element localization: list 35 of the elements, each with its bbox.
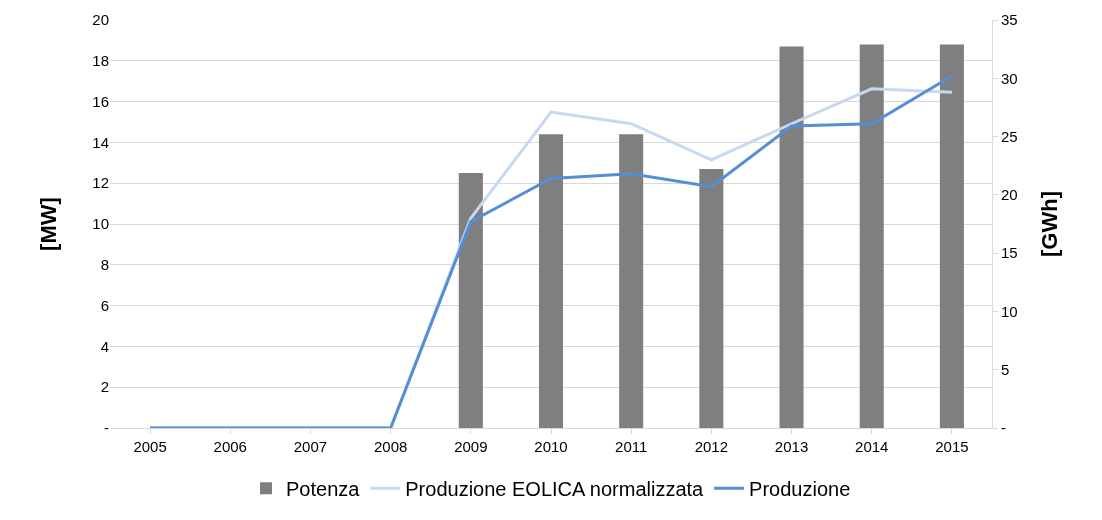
y-tick-label: 10 bbox=[92, 215, 109, 233]
y-tick-label: 6 bbox=[100, 296, 109, 314]
x-tick-label: 2007 bbox=[293, 438, 328, 455]
x-tick-label: 2008 bbox=[373, 438, 408, 455]
x-tick-label: 2014 bbox=[855, 438, 889, 455]
legend-label: Potenza bbox=[286, 478, 361, 501]
x-tick-label: 2009 bbox=[454, 438, 488, 455]
legend-label: Produzione bbox=[749, 478, 851, 501]
x-tick-label: 2013 bbox=[774, 438, 809, 455]
y2-tick-label: 25 bbox=[1001, 127, 1018, 145]
y2-tick-label: 30 bbox=[1001, 69, 1018, 87]
y2-axis-title: [GWh] bbox=[1037, 191, 1062, 257]
y2-tick-label: 35 bbox=[1001, 11, 1018, 29]
y2-tick-label: 10 bbox=[1001, 302, 1018, 320]
y2-tick-label: 15 bbox=[1001, 244, 1018, 262]
x-tick-label: 2006 bbox=[213, 438, 247, 455]
y-tick-label: - bbox=[104, 419, 109, 437]
y-tick-label: 12 bbox=[92, 174, 109, 192]
y-axis-title: [MW] bbox=[36, 197, 61, 251]
y-tick-label: 20 bbox=[92, 11, 109, 29]
y2-tick-label: 5 bbox=[1001, 360, 1010, 378]
y-tick-label: 18 bbox=[92, 52, 109, 70]
x-tick-label: 2011 bbox=[615, 438, 648, 455]
y2-tick-label: 20 bbox=[1001, 186, 1018, 204]
x-tick-label: 2012 bbox=[694, 438, 729, 455]
y-tick-label: 8 bbox=[100, 256, 109, 274]
x-tick-label: 2015 bbox=[935, 438, 969, 455]
y-tick-label: 14 bbox=[92, 133, 109, 151]
y2-tick-label: - bbox=[1001, 419, 1006, 437]
y-tick-label: 4 bbox=[100, 337, 109, 355]
y-tick-label: 2 bbox=[100, 378, 109, 396]
legend-label: Produzione EOLICA normalizzata bbox=[405, 478, 705, 501]
x-tick-label: 2005 bbox=[133, 438, 167, 455]
x-tick-label: 2010 bbox=[534, 438, 568, 455]
y-tick-label: 16 bbox=[92, 92, 109, 110]
